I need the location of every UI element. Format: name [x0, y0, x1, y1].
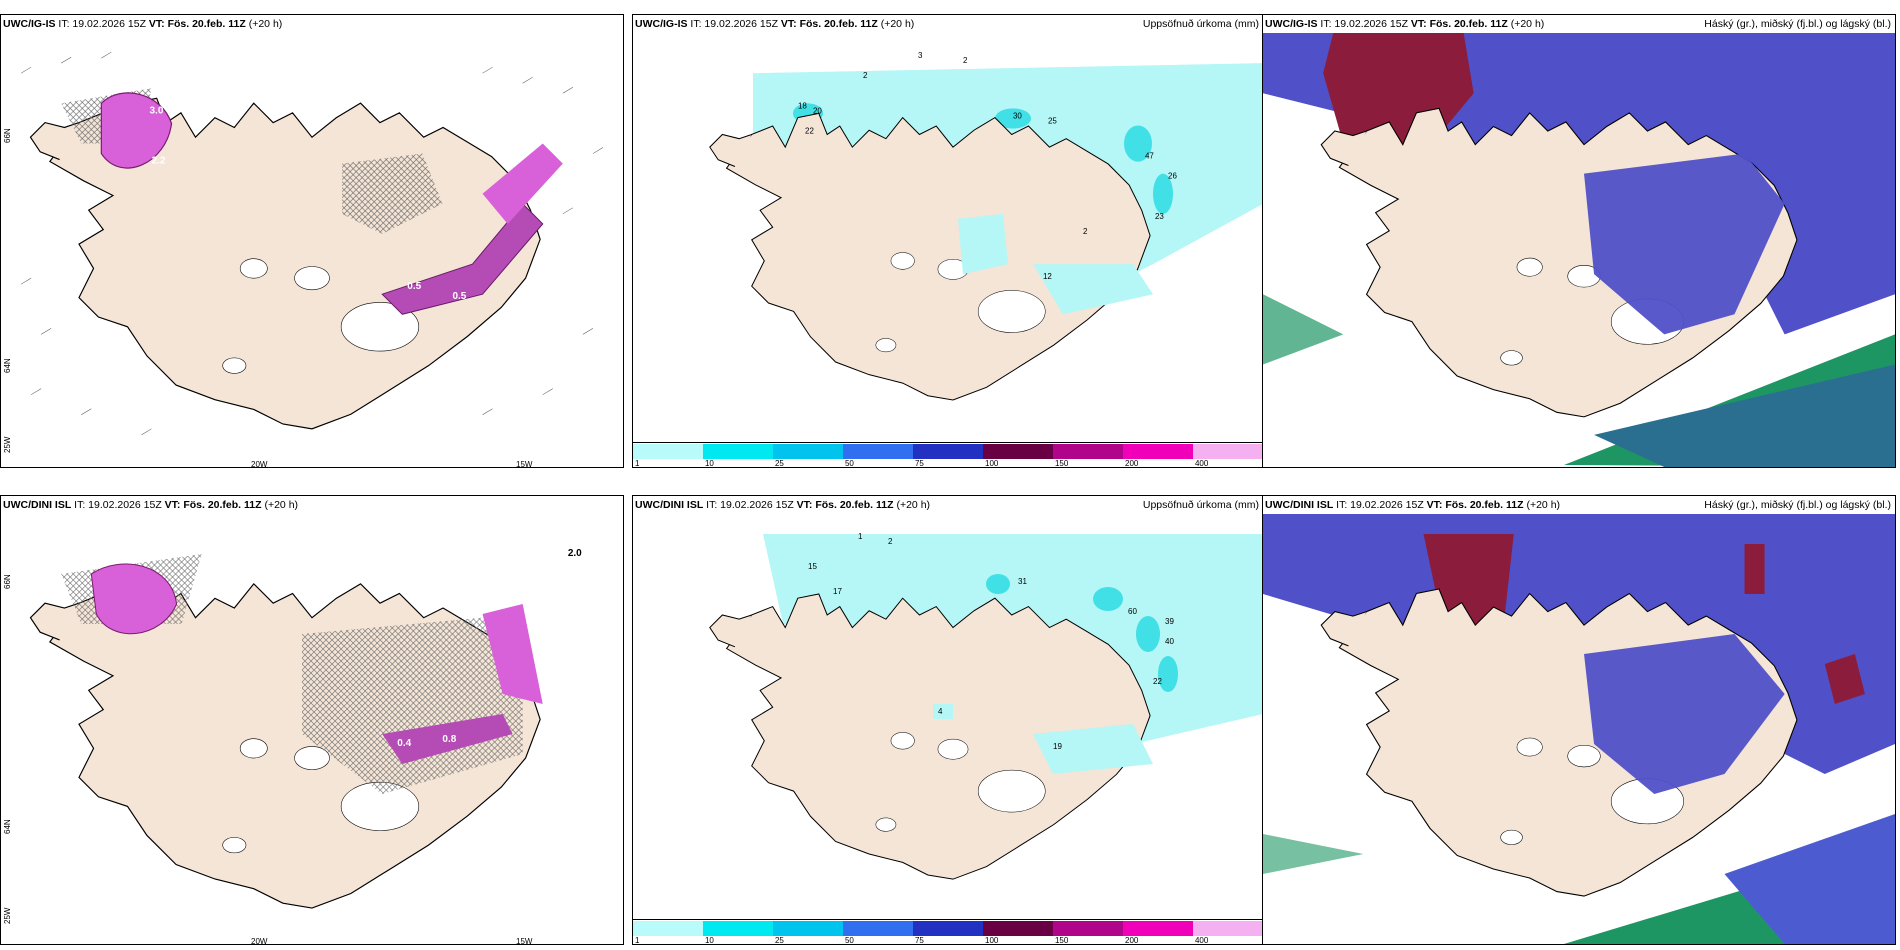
colorbar-swatch [772, 921, 844, 936]
precip-value: 2 [888, 537, 893, 546]
colorbar-swatch [1123, 921, 1194, 936]
wind-snow-map[interactable]: 0.4 0.8 2.0 20W 15W 66N 64N 25W [1, 514, 623, 944]
lat-label: 66N [3, 128, 12, 143]
precip-value: 20 [813, 106, 822, 115]
wind-label: 0.4 [397, 738, 411, 749]
lon-label: 15W [516, 460, 533, 468]
colorbar-tick: 10 [704, 936, 714, 945]
precip-value: 19 [1053, 742, 1062, 751]
colorbar-swatch [1053, 921, 1124, 936]
panel-header: UWC/DINI ISL IT: 19.02.2026 15Z VT: Fös.… [635, 499, 1259, 511]
panel-header: UWC/IG-IS IT: 19.02.2026 15Z VT: Fös. 20… [1265, 18, 1891, 30]
colorbar-tick: 25 [774, 936, 784, 945]
precip-value: 15 [808, 562, 817, 571]
panel-header: UWC/DINI ISL IT: 19.02.2026 15Z VT: Fös.… [1265, 499, 1891, 511]
colorbar-tick: 400 [1194, 459, 1209, 468]
wind-snow-map[interactable]: 3.0 2.2 0.5 0.5 20W 15W 66N 64N 25W [1, 33, 623, 467]
wind-label: 2.0 [568, 548, 582, 559]
colorbar-tick: 1 [635, 459, 640, 468]
colorbar-swatch [1053, 444, 1124, 459]
precip-value: 47 [1145, 152, 1154, 161]
panel-header: UWC/IG-IS IT: 19.02.2026 15Z VT: Fös. 20… [635, 18, 1259, 30]
colorbar-tick: 200 [1125, 459, 1139, 468]
colorbar-swatch [912, 444, 984, 459]
wind-label: 0.5 [407, 281, 421, 292]
colorbar: 1 10 25 50 75 100 150 200 400 [633, 442, 1263, 467]
lon-label: 20W [251, 460, 268, 468]
colorbar-tick: 100 [985, 936, 999, 945]
wind-label: 0.8 [442, 734, 456, 745]
precip-value: 4 [938, 707, 943, 716]
precip-value: 60 [1128, 607, 1137, 616]
colorbar-swatch [843, 921, 914, 936]
panel-clouds-igis: UWC/IG-IS IT: 19.02.2026 15Z VT: Fös. 20… [1262, 14, 1896, 468]
precip-value: 31 [1018, 577, 1027, 586]
panel-header: UWC/IG-IS IT: 19.02.2026 15Z VT: Fös. 20… [3, 18, 283, 30]
panel-wind-dini: UWC/DINI ISL IT: 19.02.2026 15Z VT: Fös.… [0, 495, 624, 945]
colorbar-swatch [702, 444, 774, 459]
colorbar-swatch [983, 921, 1054, 936]
panel-precip-dini: UWC/DINI ISL IT: 19.02.2026 15Z VT: Fös.… [632, 495, 1264, 945]
colorbar-tick: 10 [704, 459, 714, 468]
colorbar-swatch [1192, 444, 1263, 459]
precip-value: 3 [918, 51, 923, 60]
precip-value: 12 [1043, 272, 1052, 281]
colorbar-swatch [702, 921, 774, 936]
precip-value: 39 [1165, 617, 1174, 626]
colorbar-tick: 150 [1054, 459, 1069, 468]
precip-value: 18 [798, 101, 807, 110]
precip-value: 25 [1048, 116, 1057, 125]
precip-value: 17 [833, 587, 842, 596]
precip-map[interactable]: 2 3 2 18 20 22 30 25 47 26 23 2 12 [633, 33, 1263, 443]
colorbar-tick: 400 [1194, 936, 1209, 945]
colorbar-swatch [1123, 444, 1194, 459]
colorbar-swatch [772, 444, 844, 459]
colorbar-swatch [633, 444, 704, 459]
precip-value: 2 [1083, 227, 1088, 236]
wind-label: 2.2 [151, 156, 165, 167]
colorbar-tick: 200 [1125, 936, 1139, 945]
wind-label: 3.0 [149, 105, 163, 116]
colorbar-tick: 75 [914, 936, 924, 945]
lat-label: 64N [3, 358, 12, 373]
colorbar-tick: 50 [844, 459, 854, 468]
colorbar: 1 10 25 50 75 100 150 200 400 [633, 919, 1263, 944]
precip-value: 30 [1013, 111, 1022, 120]
precip-value: 26 [1168, 172, 1177, 181]
panel-clouds-dini: UWC/DINI ISL IT: 19.02.2026 15Z VT: Fös.… [1262, 495, 1896, 945]
colorbar-swatch [912, 921, 984, 936]
cloud-map[interactable] [1263, 33, 1895, 467]
wind-label: 0.5 [452, 291, 466, 302]
colorbar-swatch [843, 444, 914, 459]
colorbar-tick: 25 [774, 459, 784, 468]
precip-value: 22 [805, 126, 814, 135]
colorbar-tick: 50 [844, 936, 854, 945]
precip-value: 23 [1155, 212, 1164, 221]
colorbar-tick: 150 [1054, 936, 1069, 945]
colorbar-tick: 100 [985, 459, 999, 468]
colorbar-tick: 75 [914, 459, 924, 468]
precip-value: 2 [963, 56, 968, 65]
colorbar-tick: 1 [635, 936, 640, 945]
panel-precip-igis: UWC/IG-IS IT: 19.02.2026 15Z VT: Fös. 20… [632, 14, 1264, 468]
precip-value: 40 [1165, 637, 1174, 646]
lat-label: 66N [3, 574, 12, 589]
colorbar-swatch [1192, 921, 1263, 936]
colorbar-swatch [983, 444, 1054, 459]
cloud-map[interactable] [1263, 514, 1895, 944]
colorbar-swatch [633, 921, 704, 936]
precip-map[interactable]: 1 2 15 17 31 60 39 40 22 19 4 [633, 514, 1263, 920]
precip-value: 2 [863, 71, 868, 80]
precip-value: 22 [1153, 677, 1162, 686]
lat-label: 64N [3, 819, 12, 834]
panel-header: UWC/DINI ISL IT: 19.02.2026 15Z VT: Fös.… [3, 499, 299, 511]
lon-label: 15W [516, 937, 533, 945]
lat-label: 25W [3, 436, 12, 453]
panel-wind-igis: UWC/IG-IS IT: 19.02.2026 15Z VT: Fös. 20… [0, 14, 624, 468]
lat-label: 25W [3, 907, 12, 924]
precip-value: 1 [858, 532, 863, 541]
lon-label: 20W [251, 937, 268, 945]
